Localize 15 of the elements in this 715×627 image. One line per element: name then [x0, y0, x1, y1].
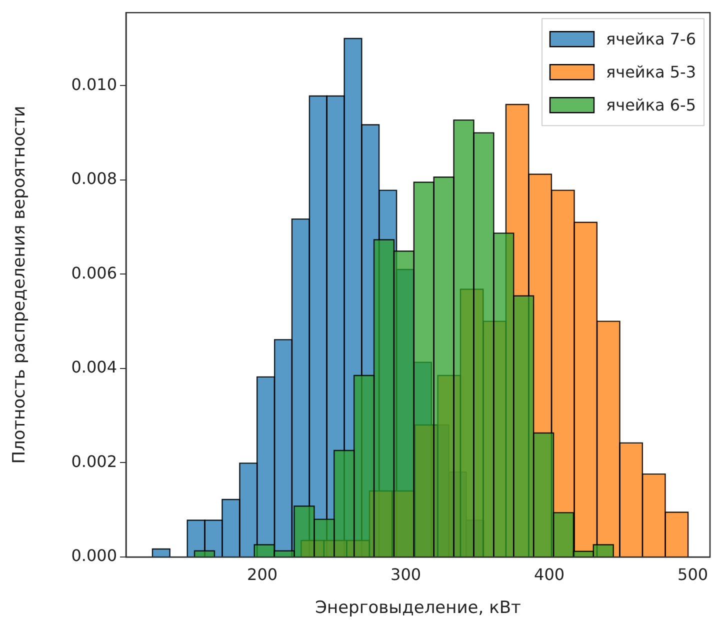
- y-tick-label: 0.004: [71, 358, 117, 377]
- legend-label: ячейка 7-6: [606, 29, 696, 48]
- y-tick-label: 0.008: [71, 169, 117, 188]
- x-axis-title: Энерговыделение, кВт: [315, 598, 521, 618]
- y-tick-label: 0.000: [71, 546, 117, 566]
- x-tick-label: 300: [390, 564, 422, 584]
- y-axis-title: Плотность распределения вероятности: [10, 106, 30, 464]
- x-tick-label: 200: [247, 564, 278, 584]
- y-tick-label: 0.006: [71, 263, 117, 282]
- x-tick-label: 500: [678, 564, 708, 584]
- x-tick-label: 400: [534, 564, 565, 584]
- legend-label: ячейка 6-5: [606, 95, 696, 114]
- legend-label: ячейка 5-3: [606, 62, 696, 82]
- y-tick-label: 0.010: [71, 74, 117, 94]
- y-tick-label: 0.002: [71, 452, 117, 471]
